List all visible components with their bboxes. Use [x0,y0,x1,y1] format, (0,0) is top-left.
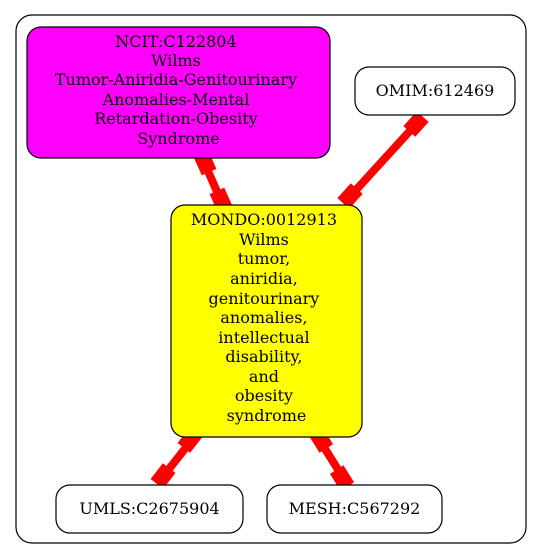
node-mesh[interactable]: MESH:C567292 [266,484,443,534]
node-ncit-line: Retardation-Obesity [94,109,257,128]
edge-cap-end [337,183,363,209]
node-mondo-label: MONDO:0012913 Wilms tumor, aniridia, gen… [191,210,342,425]
node-omim-box [354,66,516,116]
node-mondo-line: Wilms [239,230,289,249]
node-mondo-line: syndrome [227,406,307,425]
node-ncit-label: NCIT:C122804 Wilms Tumor-Aniridia-Genito… [55,32,302,148]
node-umls-line: UMLS:C2675904 [79,499,219,518]
node-mondo-line: intellectual [218,328,309,347]
node-ncit-line: NCIT:C122804 [115,32,236,51]
node-mondo-line: disability, [225,347,302,366]
node-umls-label: UMLS:C2675904 [79,499,219,518]
node-mondo-line: MONDO:0012913 [191,210,337,229]
node-mesh-box [266,484,443,534]
node-ncit-line: Anomalies-Mental [102,90,250,109]
node-omim[interactable]: OMIM:612469 [354,66,516,116]
node-ncit[interactable]: NCIT:C122804 Wilms Tumor-Aniridia-Genito… [26,26,331,159]
node-mondo-line: tumor, [238,249,291,268]
edge-cap-start [403,111,429,137]
node-mondo-line: genitourinary [209,289,320,308]
node-umls-box [55,484,244,534]
node-mesh-line: MESH:C567292 [289,499,421,518]
node-ncit-line: Wilms [151,51,201,70]
node-mondo[interactable]: MONDO:0012913 Wilms tumor, aniridia, gen… [170,204,363,438]
node-mondo-box [170,204,363,438]
node-mondo-line: and [249,367,279,386]
node-umls[interactable]: UMLS:C2675904 [55,484,244,534]
node-mondo-line: aniridia, [230,269,298,288]
node-mesh-label: MESH:C567292 [289,499,421,518]
edge-cap-end [150,463,176,489]
edge-omim-mondo [337,111,429,209]
node-omim-label: OMIM:612469 [376,81,495,100]
edge-cap-end [329,465,355,491]
node-ncit-box [26,26,331,159]
node-mondo-line: anomalies, [220,308,307,327]
node-ncit-line: Tumor-Aniridia-Genitourinary [55,70,297,89]
node-omim-line: OMIM:612469 [376,81,495,100]
node-ncit-line: Syndrome [137,129,219,148]
node-mondo-line: obesity [235,386,293,405]
